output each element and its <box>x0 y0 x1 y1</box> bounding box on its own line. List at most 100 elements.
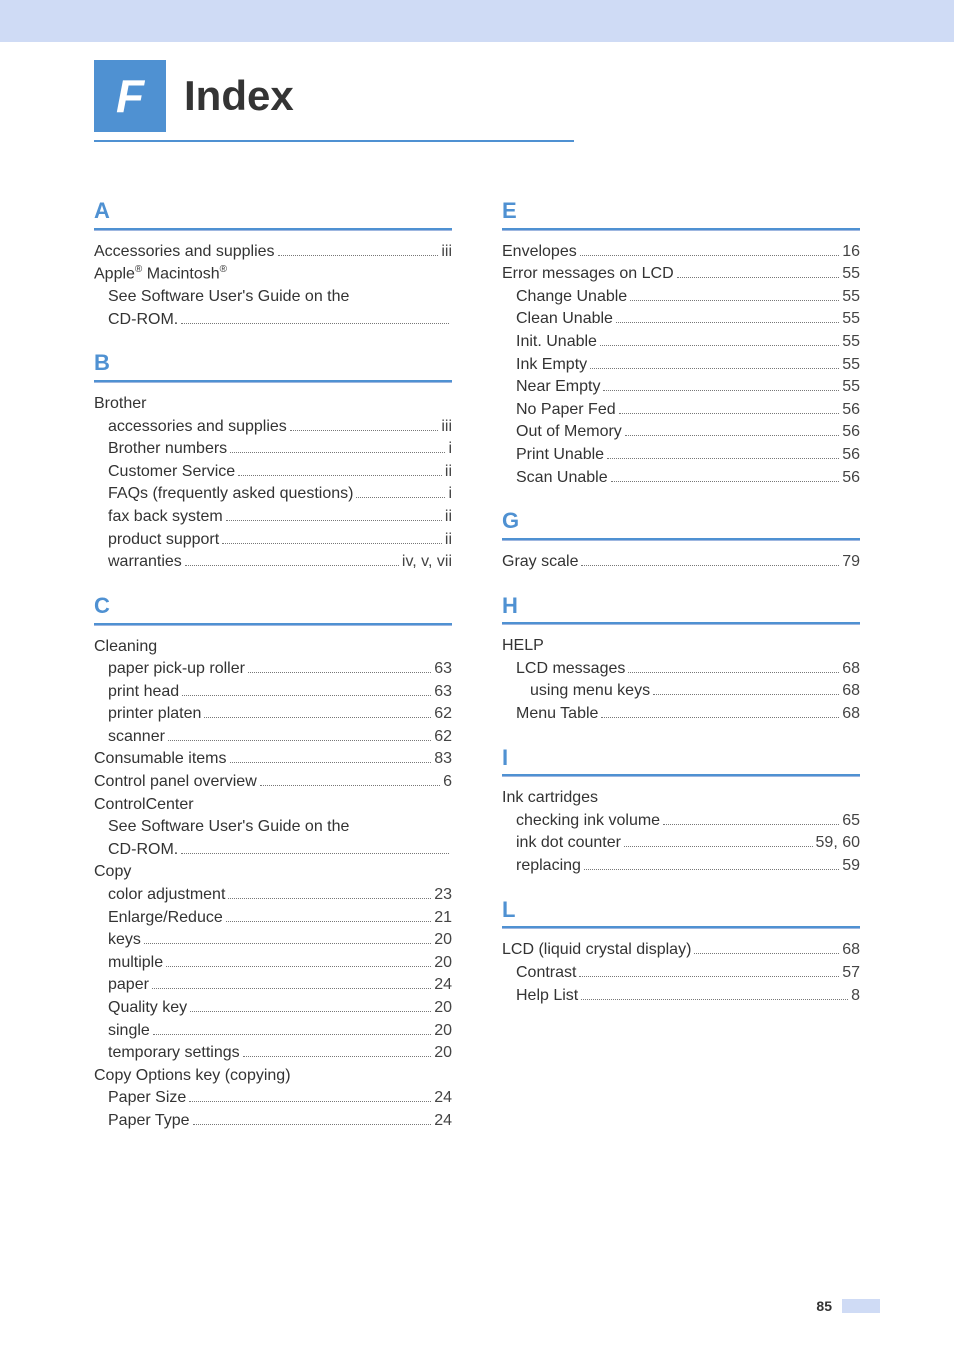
entry-page[interactable]: 62 <box>434 703 452 725</box>
entry-page[interactable]: 59, 60 <box>816 832 860 854</box>
entry-label[interactable]: Error messages on LCD <box>502 263 674 285</box>
entry-page[interactable]: ii <box>445 461 452 483</box>
entry-page[interactable]: 56 <box>842 467 860 489</box>
entry-label[interactable]: Print Unable <box>516 444 604 466</box>
entry-label[interactable]: product support <box>108 529 219 551</box>
entry-label[interactable]: Help List <box>516 985 578 1007</box>
entry-page[interactable]: 55 <box>842 376 860 398</box>
entry-label[interactable]: replacing <box>516 855 581 877</box>
entry-label[interactable]: checking ink volume <box>516 810 660 832</box>
entry-label[interactable]: Menu Table <box>516 703 598 725</box>
entry-label[interactable]: No Paper Fed <box>516 399 616 421</box>
entry-label[interactable]: fax back system <box>108 506 223 528</box>
entry-page[interactable]: 63 <box>434 681 452 703</box>
entry-label[interactable]: multiple <box>108 952 163 974</box>
entry-label[interactable]: color adjustment <box>108 884 225 906</box>
entry-page[interactable]: 79 <box>842 551 860 573</box>
entry-label[interactable]: using menu keys <box>530 680 650 702</box>
entry-page[interactable]: 62 <box>434 726 452 748</box>
index-entry: Contrast 57 <box>502 962 860 984</box>
entry-label[interactable]: Gray scale <box>502 551 578 573</box>
leader-dots <box>663 824 839 825</box>
entry-page[interactable]: 20 <box>434 997 452 1019</box>
entry-label[interactable]: Consumable items <box>94 748 227 770</box>
entry-label[interactable]: Quality key <box>108 997 187 1019</box>
entry-page[interactable]: 55 <box>842 354 860 376</box>
entry-label[interactable]: Contrast <box>516 962 576 984</box>
entry-label[interactable]: Control panel overview <box>94 771 257 793</box>
entry-label[interactable]: Paper Type <box>108 1110 190 1132</box>
entry-label[interactable]: accessories and supplies <box>108 416 287 438</box>
entry-page[interactable]: 57 <box>842 962 860 984</box>
entry-page[interactable]: i <box>448 438 452 460</box>
entry-label[interactable]: Brother numbers <box>108 438 227 460</box>
entry-label: See Software User's Guide on the <box>108 286 349 308</box>
entry-page[interactable]: 65 <box>842 810 860 832</box>
entry-label[interactable]: Accessories and supplies <box>94 241 275 263</box>
entry-page[interactable]: 20 <box>434 929 452 951</box>
entry-label: HELP <box>502 635 544 657</box>
index-entry: ControlCenter <box>94 794 452 816</box>
entry-page[interactable]: 56 <box>842 421 860 443</box>
entry-page[interactable]: 24 <box>434 974 452 996</box>
entry-label[interactable]: Ink Empty <box>516 354 587 376</box>
entry-page[interactable]: 68 <box>842 680 860 702</box>
entry-page[interactable]: 16 <box>842 241 860 263</box>
entry-label[interactable]: LCD (liquid crystal display) <box>502 939 691 961</box>
entry-page[interactable]: 56 <box>842 399 860 421</box>
entry-page[interactable]: 56 <box>842 444 860 466</box>
entry-label[interactable]: Scan Unable <box>516 467 608 489</box>
entry-page[interactable]: 8 <box>851 985 860 1007</box>
entry-page[interactable]: 63 <box>434 658 452 680</box>
entry-page[interactable]: iii <box>441 241 452 263</box>
entry-page[interactable]: ii <box>445 529 452 551</box>
entry-label[interactable]: warranties <box>108 551 182 573</box>
index-entry: printer platen 62 <box>94 703 452 725</box>
index-entry: LCD (liquid crystal display) 68 <box>502 939 860 961</box>
entry-label[interactable]: Init. Unable <box>516 331 597 353</box>
entry-page[interactable]: 68 <box>842 703 860 725</box>
entry-label[interactable]: LCD messages <box>516 658 625 680</box>
entry-label[interactable]: Paper Size <box>108 1087 186 1109</box>
entry-label[interactable]: ink dot counter <box>516 832 621 854</box>
entry-label[interactable]: paper pick-up roller <box>108 658 245 680</box>
entry-page[interactable]: 20 <box>434 952 452 974</box>
entry-page[interactable]: 83 <box>434 748 452 770</box>
entry-page[interactable]: 20 <box>434 1042 452 1064</box>
entry-page[interactable]: iii <box>441 416 452 438</box>
entry-page[interactable]: 55 <box>842 286 860 308</box>
entry-label[interactable]: FAQs (frequently asked questions) <box>108 483 353 505</box>
section-heading-E: E <box>502 196 860 226</box>
entry-page[interactable]: 55 <box>842 263 860 285</box>
entry-page[interactable]: ii <box>445 506 452 528</box>
entry-page[interactable]: 6 <box>443 771 452 793</box>
entry-label[interactable]: keys <box>108 929 141 951</box>
entry-page[interactable]: 55 <box>842 308 860 330</box>
entry-label[interactable]: temporary settings <box>108 1042 240 1064</box>
entry-label[interactable]: printer platen <box>108 703 201 725</box>
entry-page[interactable]: iv, v, vii <box>402 551 452 573</box>
entry-label[interactable]: Envelopes <box>502 241 577 263</box>
entry-page[interactable]: 20 <box>434 1020 452 1042</box>
index-entry: CD-ROM. <box>94 839 452 861</box>
entry-label[interactable]: Enlarge/Reduce <box>108 907 223 929</box>
entry-label[interactable]: Clean Unable <box>516 308 613 330</box>
leader-dots <box>625 435 839 436</box>
entry-label[interactable]: print head <box>108 681 179 703</box>
entry-label[interactable]: single <box>108 1020 150 1042</box>
entry-page[interactable]: 24 <box>434 1110 452 1132</box>
entry-label[interactable]: Near Empty <box>516 376 600 398</box>
entry-page[interactable]: 59 <box>842 855 860 877</box>
entry-label[interactable]: Change Unable <box>516 286 627 308</box>
entry-page[interactable]: 55 <box>842 331 860 353</box>
entry-page[interactable]: i <box>448 483 452 505</box>
entry-page[interactable]: 68 <box>842 658 860 680</box>
entry-label[interactable]: Out of Memory <box>516 421 622 443</box>
entry-label[interactable]: Customer Service <box>108 461 235 483</box>
entry-label[interactable]: paper <box>108 974 149 996</box>
entry-page[interactable]: 24 <box>434 1087 452 1109</box>
entry-page[interactable]: 68 <box>842 939 860 961</box>
entry-page[interactable]: 21 <box>434 907 452 929</box>
entry-page[interactable]: 23 <box>434 884 452 906</box>
entry-label[interactable]: scanner <box>108 726 165 748</box>
